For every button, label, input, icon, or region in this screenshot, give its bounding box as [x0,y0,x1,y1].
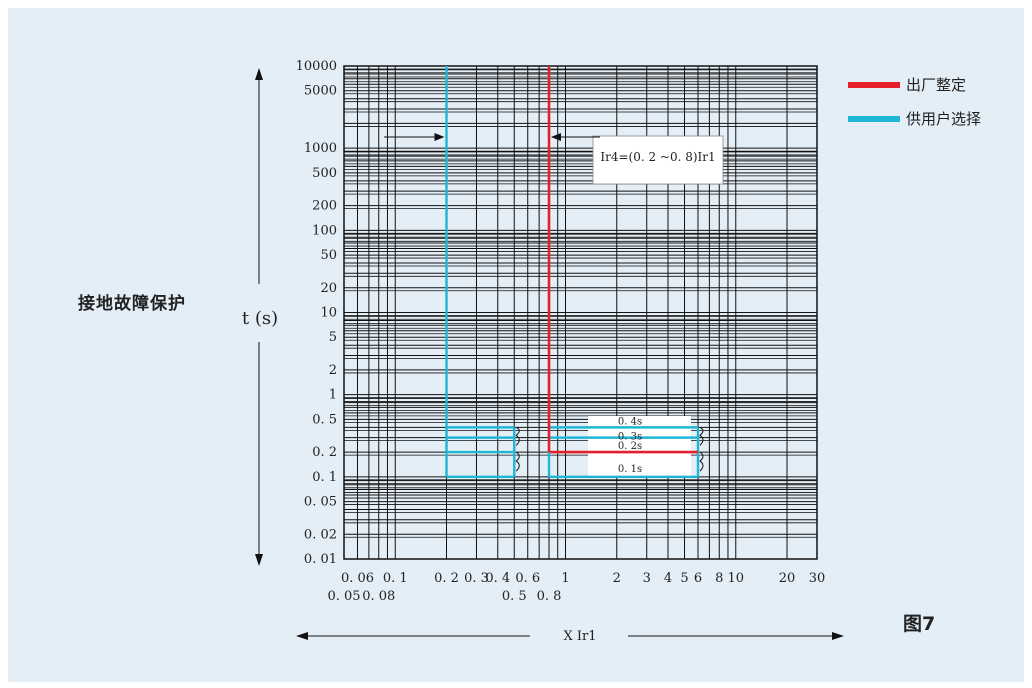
chart-series [445,66,704,479]
y-tick-label: 5000 [304,84,337,99]
band-brace [699,426,704,446]
time-label: 0. 2s [618,441,642,452]
y-axis-arrow-head-down [255,554,263,566]
y-tick-label: 20 [320,281,337,296]
legend-label-user: 供用户选择 [906,110,982,128]
y-tick-label: 5 [329,330,337,345]
plot-frame [343,65,818,560]
chart-grid [343,65,818,560]
x-tick-label: 30 [809,571,826,586]
time-label: 0. 1s [618,464,642,475]
y-tick-label: 10000 [296,59,337,74]
y-tick-label: 0. 02 [304,527,337,542]
y-tick-label: 2 [329,363,337,378]
x-tick-label: 2 [613,571,621,586]
y-axis-label: t (s) [242,308,278,329]
y-axis-arrow-head-up [255,68,263,80]
y-tick-label: 500 [312,166,337,181]
y-tick-label: 200 [312,199,337,214]
annotation-arrow-head [551,133,562,141]
time-label: 0. 4s [618,416,642,427]
y-tick-label: 1 [329,388,337,403]
x-tick-label: 4 [664,571,672,586]
annotation-arrow-head [434,133,445,141]
band-brace [699,451,704,472]
x-tick-label: 0. 06 [341,571,374,586]
x-tick-label: 20 [779,571,796,586]
x-tick-label: 0. 8 [537,589,562,604]
y-tick-label: 0. 5 [312,412,337,427]
y-tick-label: 0. 05 [304,495,337,510]
legend-swatch-user [848,115,900,122]
y-tick-label: 0. 2 [312,445,337,460]
x-tick-label: 5 [680,571,688,586]
y-tick-label: 100 [312,223,337,238]
band-brace [515,426,520,446]
time-label-box [588,416,691,477]
chart-labels: 10000 5000 1000 500 200 100 50 20 10 5 2 1 0. 5 0. 2 0… [242,59,844,644]
band-brace [515,451,520,472]
y-tick-label: 0. 01 [304,552,337,567]
x-tick-label: 0. 2 [434,571,459,586]
annotation-box [592,135,724,185]
x-tick-label: 0. 5 [502,589,527,604]
y-tick-label: 0. 1 [312,470,337,485]
legend-label-factory: 出厂整定 [906,76,967,94]
legend-swatch-factory [848,81,900,88]
annotation-text: Ir4=(0. 2 ~0. 8)Ir1 [600,150,715,164]
y-tick-label: 10 [320,306,337,321]
y-tick-label: 1000 [304,141,337,156]
x-tick-label: 0. 4 [485,571,510,586]
x-axis-label: X Ir1 [563,629,596,644]
x-tick-label: 0. 6 [515,571,540,586]
x-tick-label: 0. 05 [327,589,360,604]
x-axis-arrow-head-left [296,632,308,640]
x-axis-arrow-head-right [832,632,844,640]
x-tick-label: 10 [727,571,744,586]
x-tick-label: 8 [715,571,723,586]
legend-item-factory: 出厂整定 [848,74,966,95]
x-tick-label: 3 [643,571,651,586]
x-tick-label: 0. 1 [383,571,408,586]
x-tick-label: 0. 08 [362,589,395,604]
x-tick-label: 0. 3 [464,571,489,586]
time-label: 0. 3s [618,432,642,443]
legend-item-user: 供用户选择 [848,108,981,129]
y-tick-label: 50 [320,248,337,263]
x-tick-label: 1 [561,571,569,586]
side-title: 接地故障保护 [78,294,186,314]
figure-label: 图7 [903,613,936,635]
x-tick-label: 6 [694,571,702,586]
